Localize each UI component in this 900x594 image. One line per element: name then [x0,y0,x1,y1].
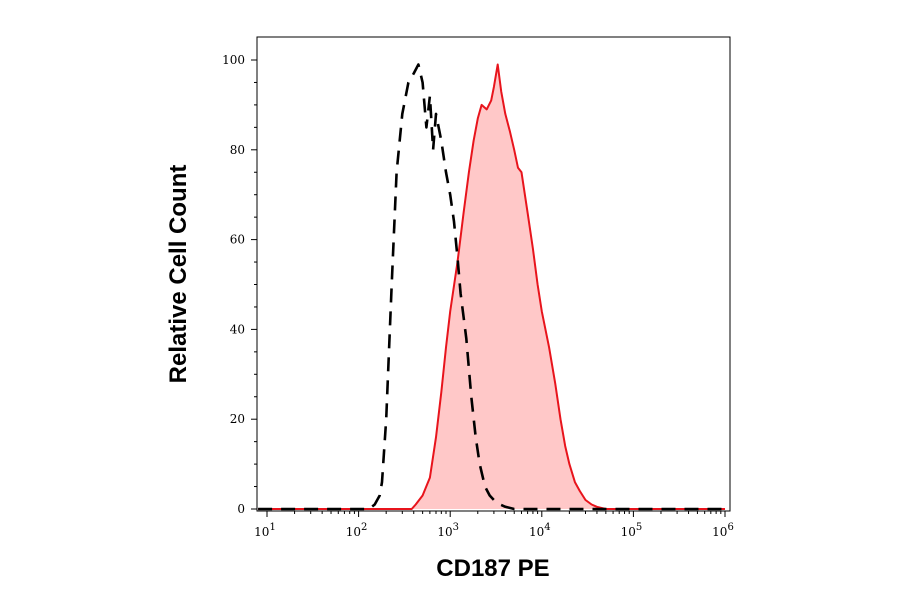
x-tick-label: 103 [437,522,459,539]
series-0-line [258,63,725,511]
y-axis-title: Relative Cell Count [165,165,192,384]
y-tick-label: 100 [222,53,245,67]
x-tick-label: 106 [712,522,734,539]
series-1-area [258,64,725,509]
x-axis-title: CD187 PE [436,555,549,582]
x-tick-label: 104 [529,522,551,539]
series-1-line [258,63,725,510]
y-tick-label: 0 [237,502,245,516]
y-tick-label: 40 [230,322,245,336]
series-layer [258,63,725,511]
x-tick-label: 101 [254,522,276,539]
y-tick-label: 20 [230,412,245,426]
y-tick-label: 60 [230,233,245,247]
x-tick-label: 105 [621,522,643,539]
x-tick-label: 102 [346,522,368,539]
y-tick-label: 80 [230,143,245,157]
